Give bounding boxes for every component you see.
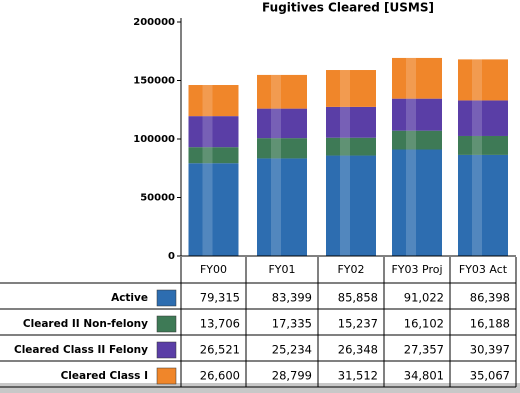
x-tick-label: FY01 — [268, 263, 295, 276]
bar-shine — [271, 74, 281, 109]
data-label: 31,512 — [338, 369, 378, 383]
bar-shine — [406, 98, 416, 131]
bar-shine — [472, 135, 482, 155]
legend-swatch — [156, 341, 177, 359]
bar-segment — [188, 163, 239, 256]
x-tick-label: FY00 — [200, 263, 227, 276]
bar-segment — [458, 154, 508, 256]
legend-label: Active — [111, 292, 148, 304]
bar-segment — [188, 116, 239, 148]
y-tick-label: 0 — [168, 251, 175, 262]
bar-shine — [472, 154, 482, 256]
bar-shine — [202, 85, 213, 117]
bar-segment — [458, 135, 508, 155]
y-tick-label: 100000 — [133, 134, 175, 145]
bar-segment — [326, 137, 376, 156]
bar-shine — [340, 137, 350, 156]
data-label: 35,067 — [470, 369, 510, 383]
bar-segment — [458, 59, 508, 101]
bar-shine — [472, 59, 482, 101]
bar-shine — [271, 108, 281, 139]
bar-shine — [271, 138, 281, 159]
data-label: 26,600 — [200, 369, 240, 383]
data-label: 34,801 — [404, 369, 444, 383]
bar-shine — [406, 57, 416, 99]
bar-shine — [406, 149, 416, 256]
data-label: 15,237 — [338, 317, 378, 331]
data-label: 26,348 — [338, 343, 378, 357]
data-label: 16,102 — [404, 317, 444, 331]
legend-label: Cleared Class II Felony — [14, 344, 148, 356]
bar-segment — [326, 70, 376, 107]
legend-label: Cleared Class I — [61, 370, 148, 382]
bar-segment — [392, 149, 442, 256]
bar-segment — [392, 130, 442, 150]
data-label: 28,799 — [272, 369, 312, 383]
data-label: 16,188 — [470, 317, 510, 331]
bar-shine — [271, 158, 281, 256]
bar-segment — [257, 138, 307, 159]
legend-swatch — [156, 315, 177, 333]
data-label: 17,335 — [272, 317, 312, 331]
bar-shine — [472, 100, 482, 136]
y-tick-label: 50000 — [140, 193, 175, 204]
y-tick-label: 200000 — [133, 17, 175, 28]
data-label: 30,397 — [470, 343, 510, 357]
x-tick-label: FY02 — [337, 263, 364, 276]
bar-shine — [340, 106, 350, 138]
bar-shine — [340, 155, 350, 256]
bar-segment — [257, 74, 307, 109]
y-tick-label: 150000 — [133, 76, 175, 87]
bar-segment — [326, 106, 376, 138]
data-label: 86,398 — [470, 291, 510, 305]
data-label: 13,706 — [200, 317, 240, 331]
bar-shine — [202, 163, 213, 256]
data-label: 27,357 — [404, 343, 444, 357]
data-label: 79,315 — [200, 291, 240, 305]
bar-shine — [406, 130, 416, 150]
data-label: 85,858 — [338, 291, 378, 305]
data-label: 83,399 — [272, 291, 312, 305]
x-tick-label: FY03 Proj — [391, 263, 442, 276]
data-label: 26,521 — [200, 343, 240, 357]
bar-segment — [326, 155, 376, 256]
legend-swatch — [156, 289, 177, 307]
bar-segment — [458, 100, 508, 136]
legend-swatch — [156, 367, 177, 385]
x-tick-label: FY03 Act — [459, 263, 508, 276]
bar-segment — [392, 98, 442, 131]
bar-shine — [202, 147, 213, 164]
footer-bar — [0, 383, 520, 393]
bar-segment — [188, 85, 239, 117]
bar-shine — [202, 116, 213, 148]
legend-label: Cleared II Non-felony — [23, 318, 148, 330]
chart-title: Fugitives Cleared [USMS] — [262, 1, 434, 15]
bar-segment — [188, 147, 239, 164]
data-label: 91,022 — [404, 291, 444, 305]
data-label: 25,234 — [272, 343, 312, 357]
bar-segment — [257, 108, 307, 139]
bar-segment — [392, 57, 442, 99]
bar-segment — [257, 158, 307, 256]
bar-shine — [340, 70, 350, 107]
